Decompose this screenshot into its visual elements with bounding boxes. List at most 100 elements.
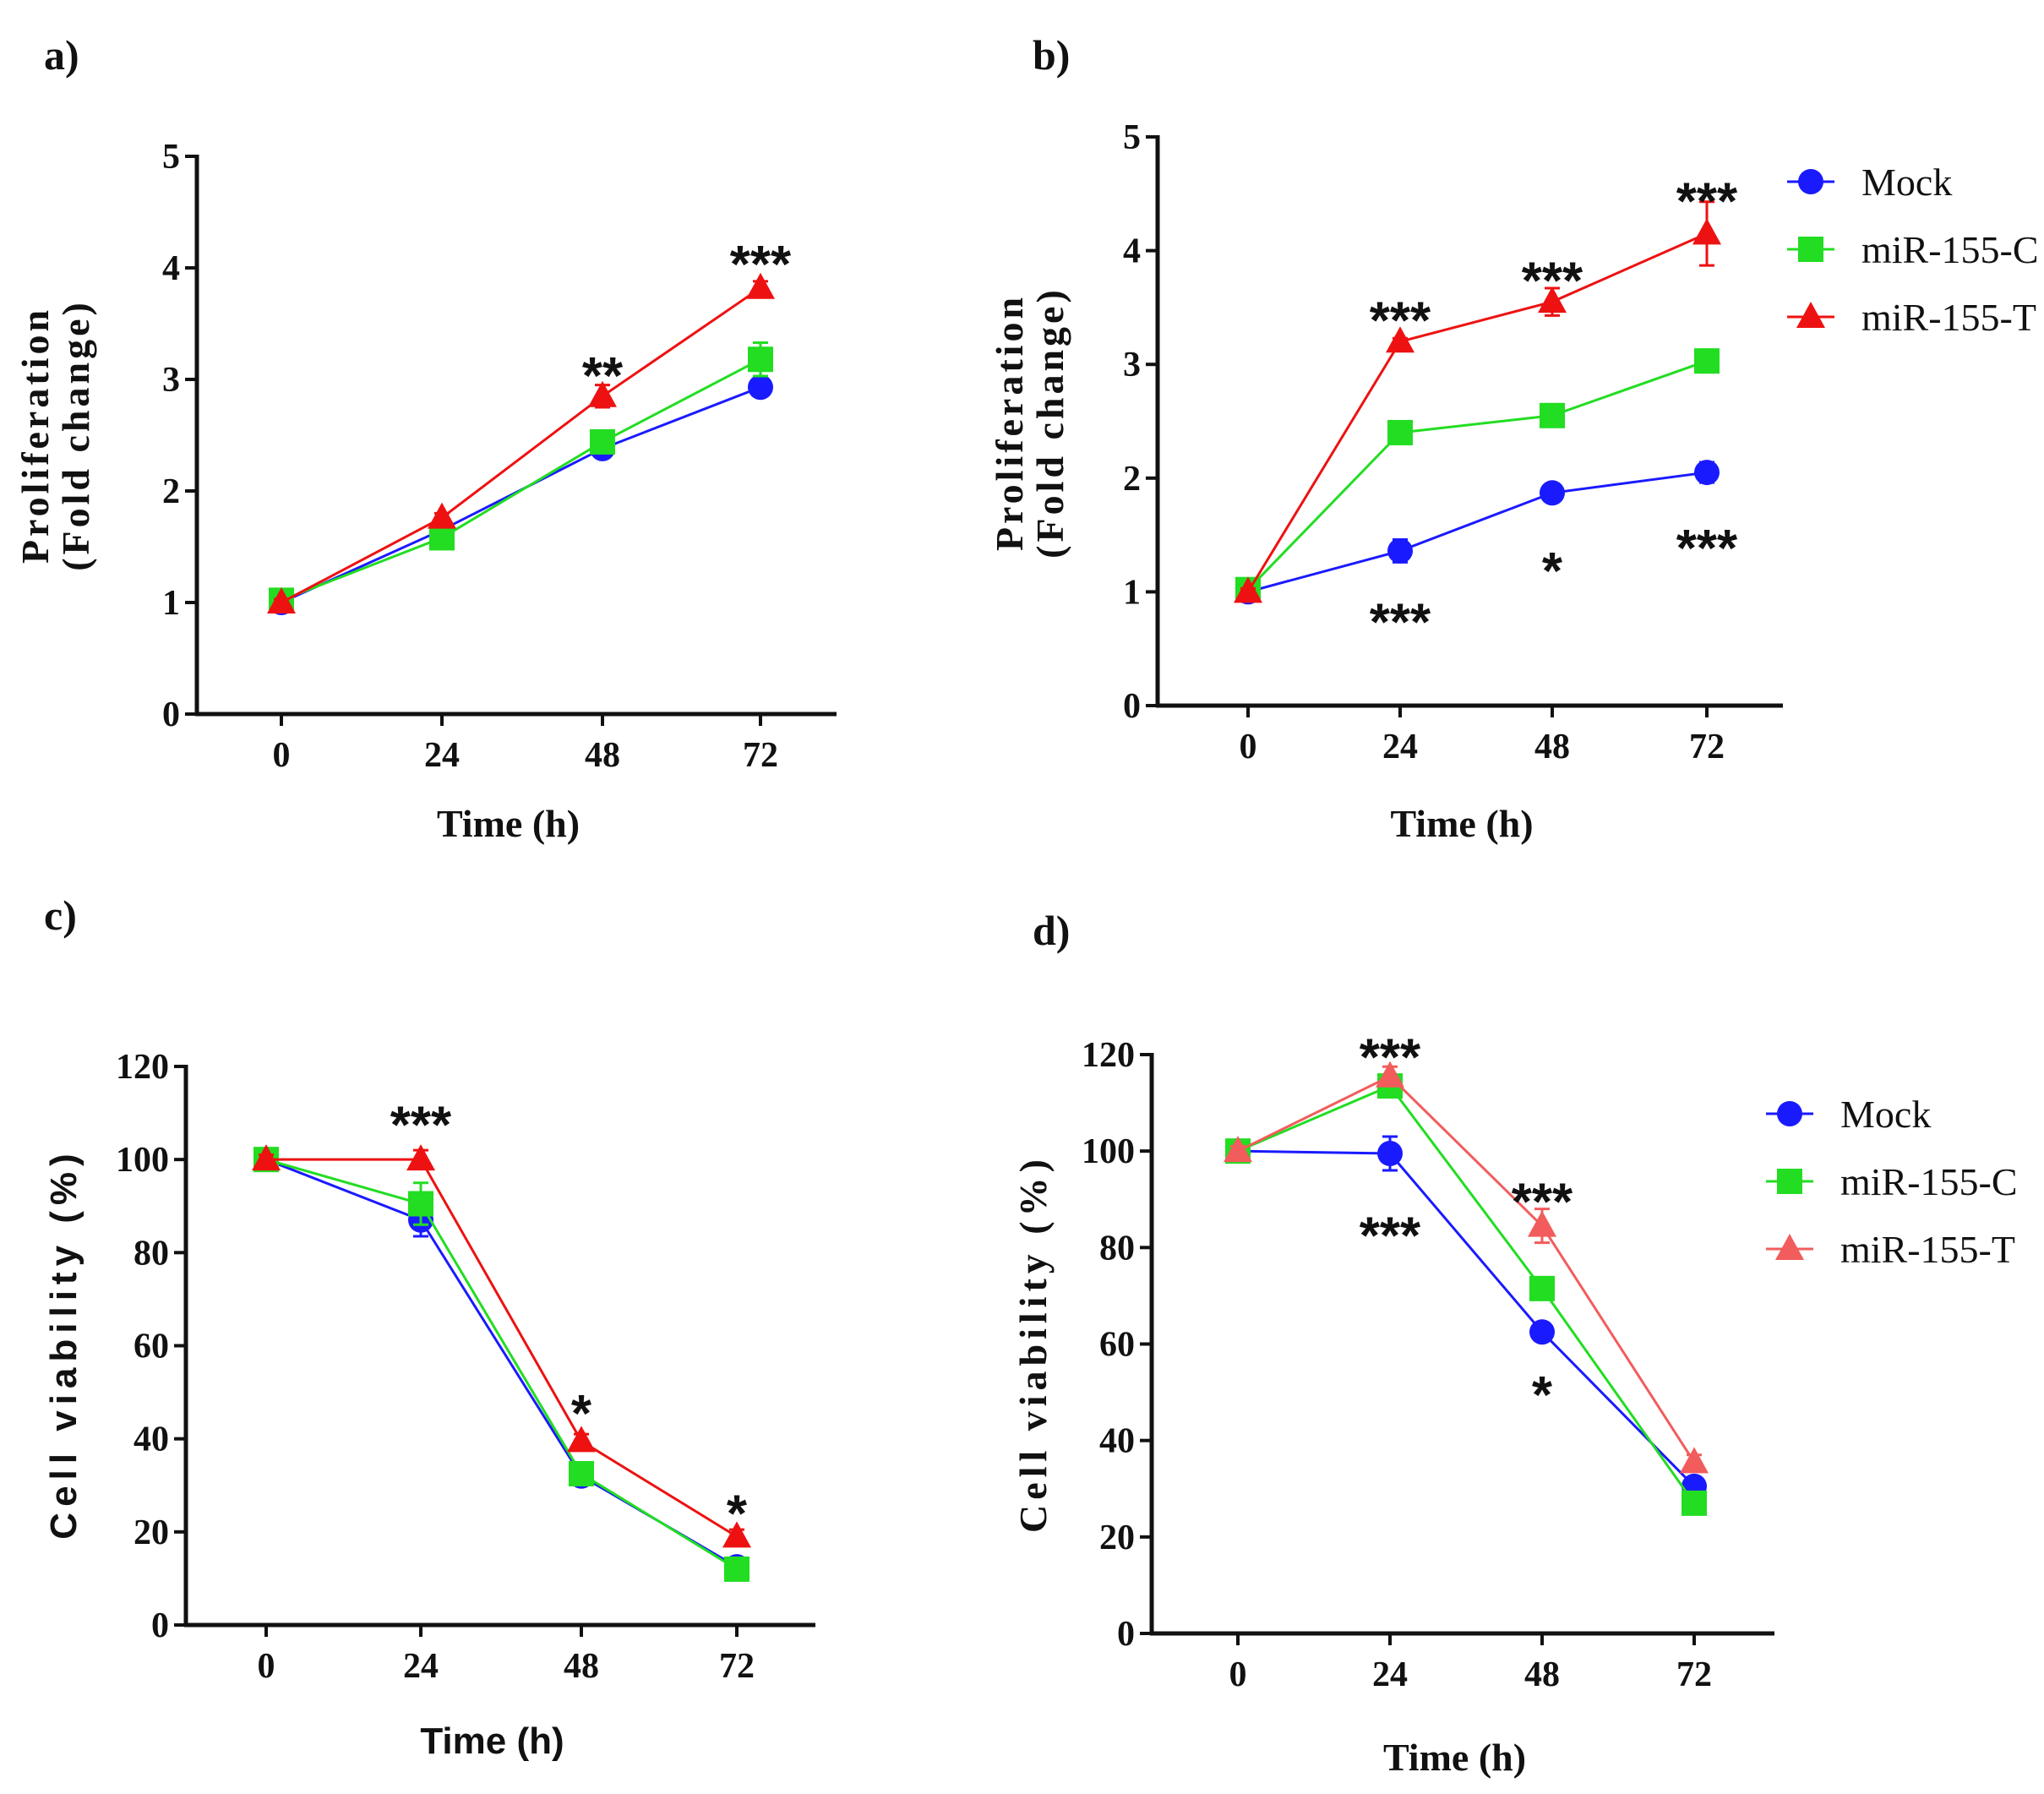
significance-marker: ***	[1360, 1208, 1421, 1266]
x-tick-label: 24	[403, 1647, 439, 1686]
legend-marker	[1775, 1234, 1804, 1260]
y-tick-label: 0	[151, 1606, 169, 1645]
series-line	[1237, 1084, 1696, 1504]
data-point	[1387, 419, 1413, 445]
y-tick-label: 20	[134, 1513, 169, 1552]
y-tick-label: 3	[1123, 346, 1141, 384]
series-line	[266, 1158, 738, 1538]
x-tick-label: 0	[258, 1647, 275, 1686]
data-point	[1386, 326, 1414, 353]
data-point	[588, 380, 617, 407]
legend-label: miR-155-T	[1861, 296, 2036, 339]
y-tick-label: 3	[162, 361, 180, 400]
data-point	[1377, 1141, 1403, 1167]
x-axis-title: Time (h)	[420, 1720, 564, 1762]
significance-marker: *	[727, 1486, 748, 1544]
y-tick-label: 100	[1082, 1132, 1135, 1171]
significance-marker: ***	[1522, 253, 1583, 311]
x-tick-label: 72	[743, 736, 778, 775]
x-tick-label: 0	[273, 736, 291, 775]
y-tick-label: 80	[1099, 1229, 1135, 1268]
y-tick-label: 1	[162, 584, 180, 623]
legend-label: Mock	[1861, 161, 1952, 204]
series-line	[281, 357, 761, 602]
y-tick-label: 5	[162, 138, 180, 177]
significance-marker: *	[1542, 543, 1563, 601]
data-point	[429, 525, 455, 551]
significance-marker: ***	[1360, 1028, 1421, 1087]
x-tick-label: 24	[1382, 728, 1418, 766]
significance-marker: ***	[1676, 520, 1738, 578]
series-mir-155-t	[1224, 1061, 1709, 1474]
y-tick-label: 0	[162, 695, 180, 734]
data-point	[567, 1426, 596, 1453]
data-point	[1682, 1490, 1707, 1516]
significance-marker: ***	[730, 236, 792, 294]
series-line	[1237, 1074, 1696, 1464]
significance-marker: *	[571, 1385, 592, 1443]
series-mir-155-t	[1234, 200, 1721, 603]
data-point	[748, 346, 773, 373]
data-point	[1387, 537, 1413, 564]
y-tick-label: 40	[134, 1420, 169, 1459]
series-line	[1237, 1149, 1696, 1487]
legend-label: Mock	[1840, 1093, 1931, 1136]
y-tick-label: 80	[134, 1234, 169, 1273]
data-point	[1234, 576, 1262, 603]
y-tick-label: 5	[1123, 118, 1141, 157]
panel-label: b)	[1033, 31, 1070, 79]
legend-label: miR-155-C	[1840, 1160, 2018, 1203]
data-point	[1224, 1136, 1252, 1163]
x-tick-label: 48	[585, 736, 620, 775]
legend-marker	[1777, 1169, 1802, 1194]
y-tick-label: 2	[162, 472, 180, 511]
y-tick-label: 120	[116, 1048, 169, 1087]
data-point	[1694, 460, 1720, 486]
y-axis-title: (Fold change)	[54, 299, 97, 571]
chart-a: a) 0 1 2 3 4 5 0 24 48 72 Time (h) Proliferation(Fol…	[14, 31, 837, 845]
legend-label: miR-155-C	[1861, 228, 2039, 271]
x-tick-label: 48	[564, 1647, 599, 1686]
y-axis-title: Proliferation	[14, 307, 57, 564]
y-tick-label: 0	[1117, 1615, 1135, 1654]
series-mir-155-c	[1235, 348, 1720, 603]
data-point	[1692, 218, 1721, 245]
data-point	[590, 428, 615, 455]
significance-marker: ***	[390, 1097, 452, 1155]
significance-marker: **	[582, 347, 624, 406]
legend-marker	[1798, 237, 1823, 262]
y-tick-label: 20	[1099, 1519, 1135, 1557]
data-point	[1680, 1447, 1709, 1474]
panel-label: a)	[44, 31, 79, 79]
data-point	[406, 1144, 435, 1171]
series-line	[265, 1158, 738, 1571]
data-point	[1694, 348, 1720, 374]
series-mock	[1225, 1135, 1707, 1499]
y-tick-label: 120	[1082, 1036, 1135, 1075]
data-point	[722, 1521, 751, 1548]
series-mir-155-c	[269, 341, 773, 613]
x-tick-label: 48	[1534, 728, 1570, 766]
data-point	[408, 1191, 433, 1217]
y-tick-label: 4	[1123, 232, 1141, 271]
legend-marker	[1777, 1101, 1802, 1126]
y-tick-label: 100	[116, 1141, 169, 1180]
data-point	[569, 1460, 594, 1486]
legend-marker	[1798, 169, 1823, 194]
x-tick-label: 0	[1240, 728, 1257, 766]
series-line	[281, 385, 761, 604]
series-line	[265, 1158, 738, 1568]
data-point	[1528, 1210, 1556, 1237]
y-axis-title: Cell viability (%)	[43, 1148, 84, 1539]
legend-label: miR-155-T	[1840, 1228, 2015, 1271]
series-mir-155-t	[267, 272, 775, 613]
x-tick-label: 72	[719, 1647, 755, 1686]
x-tick-label: 72	[1676, 1655, 1712, 1694]
panel-label: d)	[1033, 907, 1070, 954]
significance-marker: ***	[1676, 172, 1738, 231]
data-point	[252, 1144, 281, 1171]
series-mir-155-t	[252, 1144, 751, 1548]
significance-marker: *	[1532, 1366, 1553, 1425]
panel-label: c)	[44, 892, 77, 939]
series-line	[1246, 232, 1708, 593]
